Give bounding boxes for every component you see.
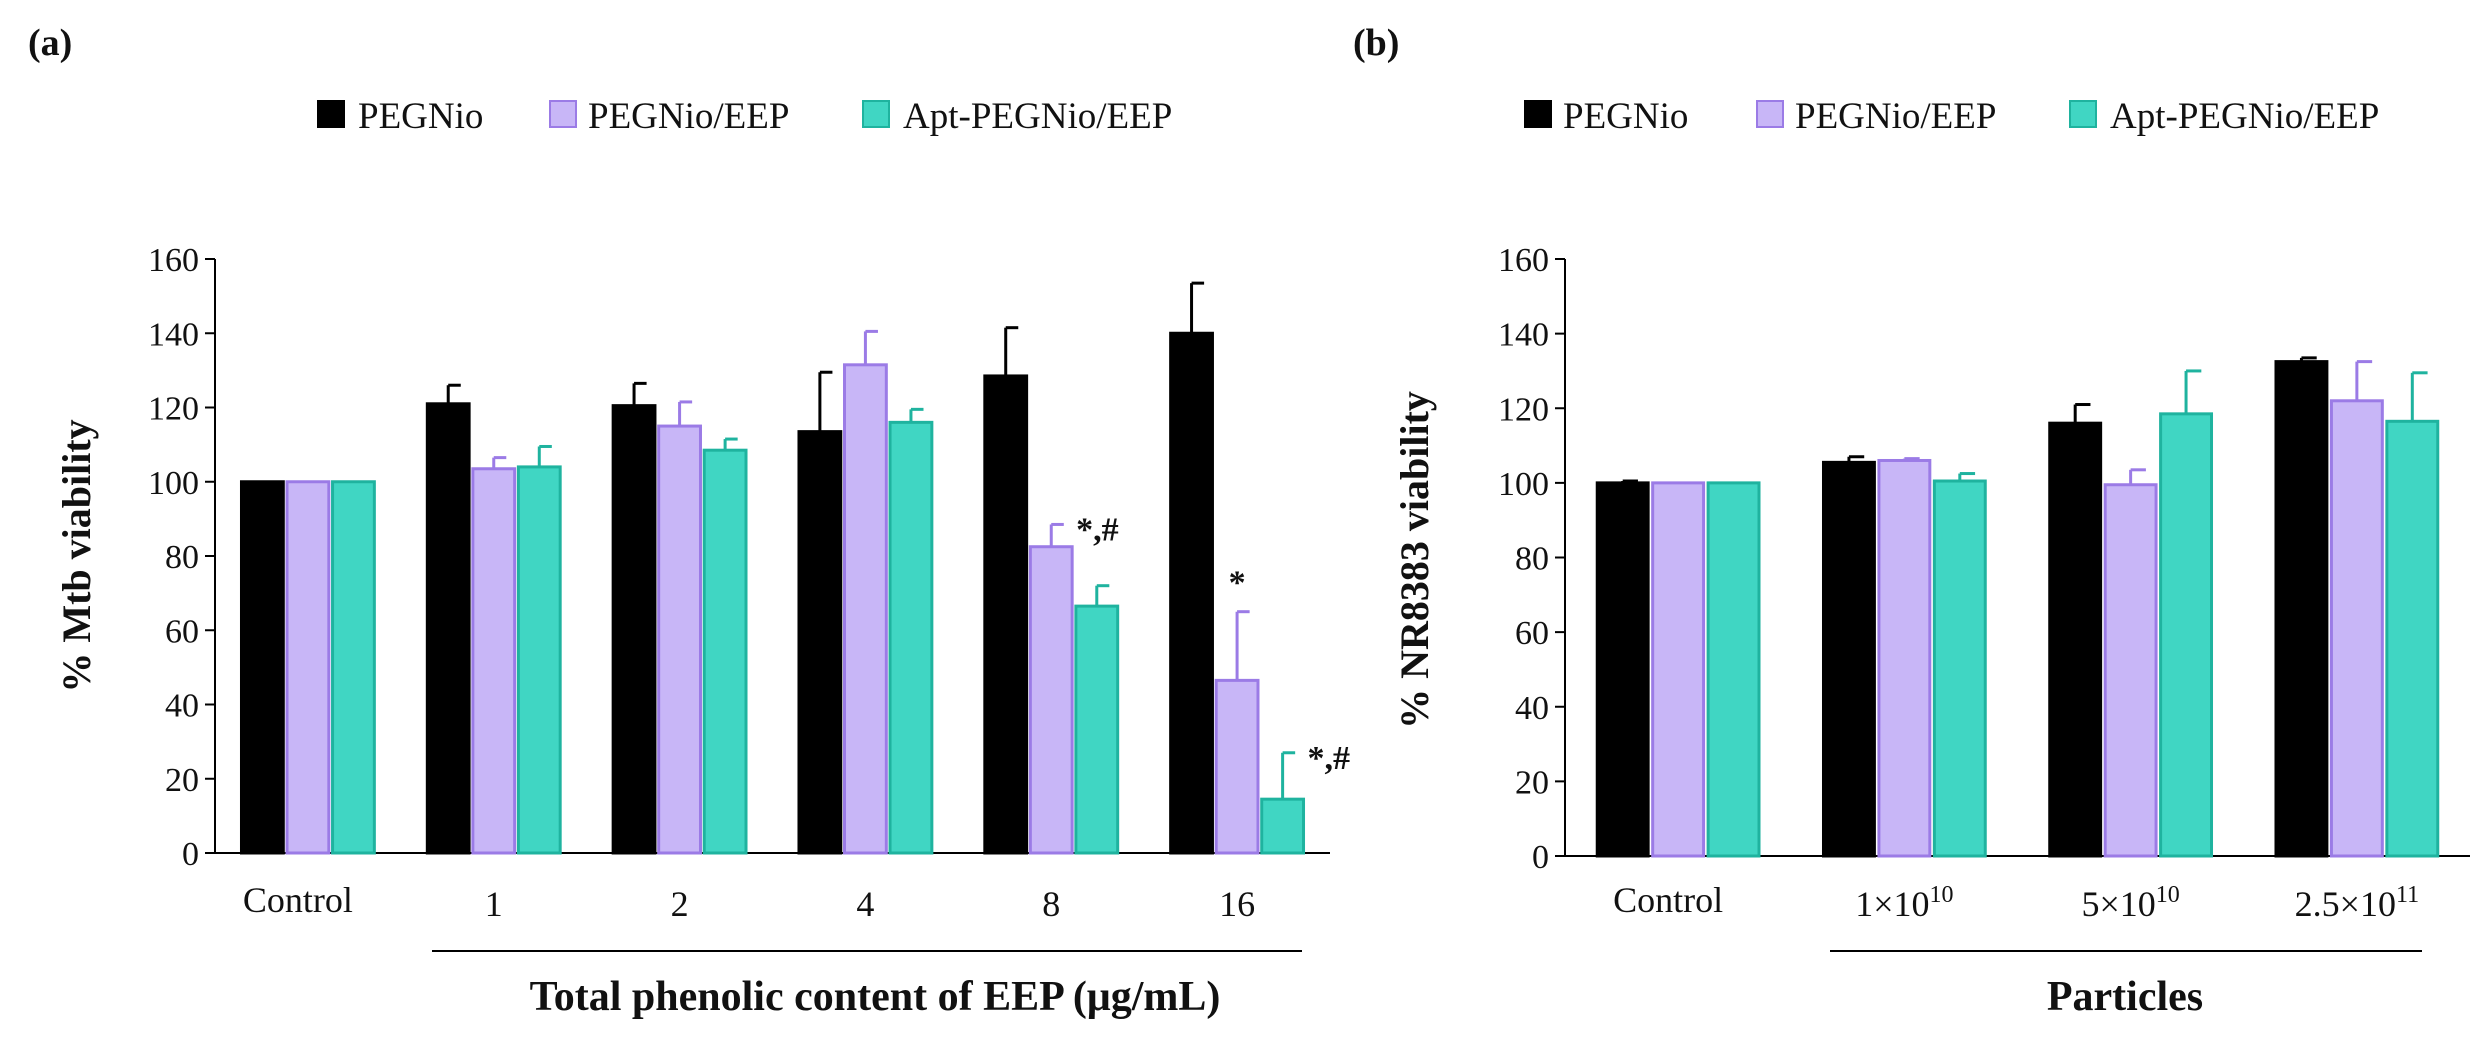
bar [1028, 545, 1074, 855]
y-tick-label: 20 [165, 762, 199, 799]
category-label-base: Control [1613, 880, 1723, 920]
category-label: 2 [671, 884, 689, 924]
bar [702, 448, 748, 855]
y-tick-label: 40 [1515, 690, 1549, 727]
legend-label: PEGNio/EEP [1795, 96, 1996, 137]
category-label-exponent: 10 [1930, 882, 1954, 908]
bar [1877, 458, 1932, 858]
legend-swatch [549, 100, 577, 128]
y-tick-label: 100 [148, 465, 199, 502]
bar [2103, 483, 2158, 858]
y-tick-label: 160 [148, 242, 199, 279]
bar [843, 363, 888, 855]
y-axis-title: % NR8383 viability [1392, 391, 1437, 729]
panel-a: (a) PEGNio PEGNio/EEP Apt-PEGNio/EEP 0 20 40 60… [28, 22, 1350, 1020]
category-label-base: 1×10 [1855, 884, 1929, 924]
legend-swatch [862, 100, 890, 128]
y-tick-label: 20 [1515, 764, 1549, 801]
category-label: 5×1010 [2081, 882, 2179, 924]
category-label: Control [1613, 880, 1723, 920]
y-tick-label: 60 [165, 613, 199, 650]
bar [1821, 460, 1876, 858]
bar [611, 404, 657, 855]
y-tick-label: 120 [148, 391, 199, 428]
panel-b: (b) PEGNio PEGNio/EEP Apt-PEGNio/EEP 0 20 40 60… [1353, 22, 2470, 1020]
legend-label: PEGNio/EEP [588, 96, 789, 137]
y-tick-label: 80 [1515, 541, 1549, 578]
legend-swatch [1756, 100, 1784, 128]
bar [2048, 421, 2103, 858]
significance-annotation: *,# [1076, 511, 1119, 548]
category-label: 2.5×1011 [2295, 882, 2419, 924]
panel-label: (a) [28, 22, 72, 64]
bar [657, 424, 702, 855]
bar [1932, 479, 1987, 858]
bar [1260, 797, 1306, 855]
bar [888, 420, 934, 855]
category-label-base: 5×10 [2081, 884, 2155, 924]
y-tick-label: 40 [165, 688, 199, 725]
x-axis-title: Total phenolic content of EEP (μg/mL) [530, 974, 1221, 1020]
legend-swatch [1524, 100, 1552, 128]
y-tick-label: 0 [1532, 839, 1549, 876]
y-tick-label: 140 [148, 316, 199, 353]
category-label: 16 [1219, 884, 1255, 924]
bar [425, 402, 471, 855]
y-tick-label: 60 [1515, 615, 1549, 652]
legend-label: PEGNio [358, 96, 483, 137]
category-label: 8 [1042, 884, 1060, 924]
bar [1651, 481, 1706, 858]
y-tick-label: 80 [165, 539, 199, 576]
x-axis-title: Particles [2047, 974, 2203, 1020]
bar [2274, 360, 2329, 858]
significance-annotation: * [1229, 565, 1246, 602]
legend-label: PEGNio [1563, 96, 1688, 137]
significance-annotation: *,# [1308, 740, 1351, 777]
y-tick-label: 100 [1498, 466, 1549, 503]
bar [1214, 678, 1260, 855]
category-label-exponent: 11 [2396, 882, 2419, 908]
bar [1595, 481, 1650, 858]
legend-swatch [2069, 100, 2097, 128]
bar [285, 480, 331, 855]
bar [471, 467, 517, 855]
y-tick-label: 120 [1498, 391, 1549, 428]
legend-label: Apt-PEGNio/EEP [2110, 96, 2379, 137]
y-tick-label: 0 [182, 836, 199, 873]
category-label: 4 [856, 884, 874, 924]
category-label: Control [243, 880, 353, 920]
y-axis-title: % Mtb viability [54, 419, 99, 692]
bar [1706, 481, 1761, 858]
panel-label: (b) [1353, 22, 1399, 64]
bar [1074, 604, 1120, 855]
bar [331, 480, 376, 855]
category-label-exponent: 10 [2156, 882, 2180, 908]
category-label-base: 2.5×10 [2295, 884, 2396, 924]
bar [239, 480, 285, 855]
bar [797, 430, 843, 855]
bar [2329, 399, 2384, 858]
y-tick-label: 140 [1498, 317, 1549, 354]
category-label: 1×1010 [1855, 882, 1953, 924]
category-label: 1 [485, 884, 503, 924]
bar [1169, 331, 1214, 855]
legend-swatch [317, 100, 345, 128]
bar [983, 374, 1029, 855]
bar [2159, 412, 2214, 858]
y-tick-label: 160 [1498, 242, 1549, 279]
bar [516, 465, 562, 855]
bar [2385, 419, 2440, 858]
legend-label: Apt-PEGNio/EEP [903, 96, 1172, 137]
